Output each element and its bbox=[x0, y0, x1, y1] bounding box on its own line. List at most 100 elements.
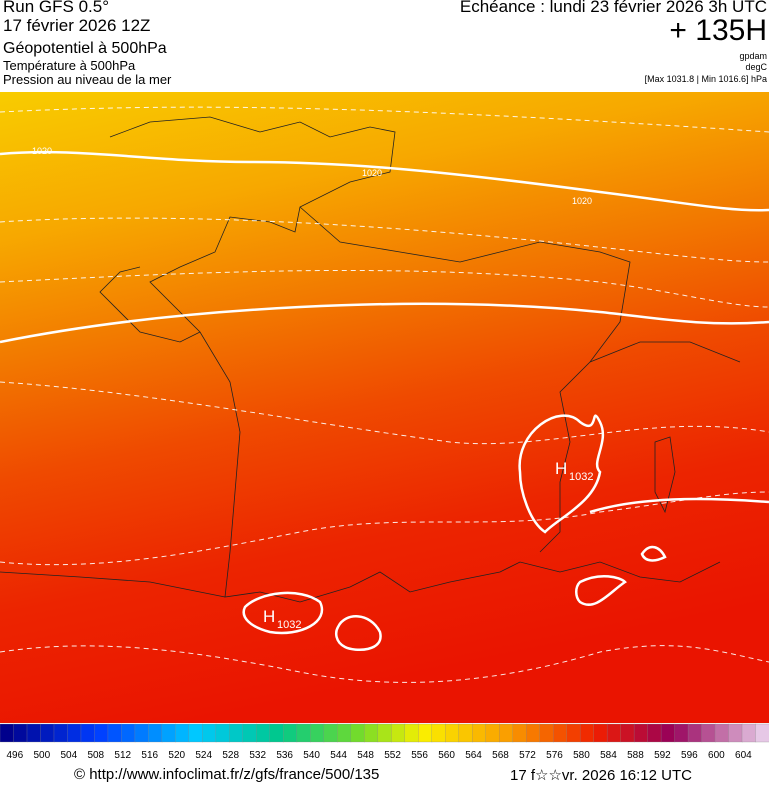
colorbar-swatch bbox=[107, 723, 123, 743]
colorbar-swatch bbox=[660, 723, 676, 743]
colorbar-swatch bbox=[148, 723, 163, 743]
colorbar-swatch bbox=[647, 723, 662, 743]
colorbar-swatch bbox=[485, 723, 500, 743]
colorbar-swatch bbox=[472, 723, 487, 743]
colorbar-swatch bbox=[741, 723, 757, 743]
colorbar-label: 544 bbox=[330, 750, 347, 761]
colorbar-label: 568 bbox=[492, 750, 509, 761]
colorbar-swatch bbox=[512, 723, 527, 743]
colorbar-label: 536 bbox=[276, 750, 293, 761]
field-subtitle: Pression au niveau de la mer bbox=[3, 72, 172, 87]
colorbar-swatch bbox=[687, 723, 703, 743]
colorbar-swatch bbox=[40, 723, 55, 743]
colorbar-label: 600 bbox=[708, 750, 725, 761]
colorbar-swatch bbox=[633, 723, 649, 743]
colorbar-label: 588 bbox=[627, 750, 644, 761]
colorbar: 496 500 504 508 512 516 520 524 528 532 536 540 544 5… bbox=[0, 723, 769, 761]
colorbar-swatch bbox=[606, 723, 622, 743]
colorbar-label: 572 bbox=[519, 750, 536, 761]
colorbar-label: 604 bbox=[735, 750, 752, 761]
colorbar-swatch bbox=[701, 723, 716, 743]
colorbar-label: 500 bbox=[33, 750, 50, 761]
colorbar-swatch bbox=[80, 723, 96, 743]
colorbar-swatch bbox=[337, 723, 352, 743]
colorbar-swatch bbox=[26, 723, 42, 743]
high-pressure-letter: H bbox=[555, 459, 567, 478]
colorbar-swatch bbox=[310, 723, 325, 743]
colorbar-swatch bbox=[445, 723, 460, 743]
colorbar-label: 532 bbox=[249, 750, 266, 761]
isobar-label: 1020 bbox=[32, 146, 52, 156]
colorbar-label: 508 bbox=[87, 750, 104, 761]
colorbar-swatch bbox=[566, 723, 581, 743]
colorbar-swatch bbox=[242, 723, 257, 743]
colorbar-label: 560 bbox=[438, 750, 455, 761]
colorbar-swatch bbox=[121, 723, 136, 743]
colorbar-swatch bbox=[229, 723, 244, 743]
isobars bbox=[0, 150, 769, 651]
colorbar-swatch bbox=[202, 723, 217, 743]
colorbar-label: 528 bbox=[222, 750, 239, 761]
temperature-contours bbox=[0, 106, 769, 683]
colorbar-label: 552 bbox=[384, 750, 401, 761]
colorbar-swatch bbox=[526, 723, 541, 743]
colorbar-swatch bbox=[94, 723, 109, 743]
colorbar-label: 516 bbox=[141, 750, 158, 761]
colorbar-swatch bbox=[552, 723, 568, 743]
high-pressure-value: 1032 bbox=[277, 619, 301, 631]
colorbar-label: 496 bbox=[6, 750, 23, 761]
colorbar-label: 576 bbox=[546, 750, 563, 761]
isobar-label: 1020 bbox=[362, 168, 382, 178]
high-pressure-value: 1032 bbox=[569, 471, 593, 483]
colorbar-swatch bbox=[323, 723, 338, 743]
colorbar-swatch bbox=[418, 723, 433, 743]
temperature-field bbox=[0, 92, 769, 723]
colorbar-swatch bbox=[755, 723, 769, 743]
colorbar-swatch bbox=[215, 723, 231, 743]
colorbar-label: 592 bbox=[654, 750, 671, 761]
colorbar-swatch bbox=[53, 723, 69, 743]
colorbar-swatch bbox=[458, 723, 473, 743]
forecast-time: Echéance : lundi 23 février 2026 3h UTC bbox=[459, 0, 767, 16]
colorbar-swatch bbox=[283, 723, 298, 743]
colorbar-swatch bbox=[256, 723, 271, 743]
colorbar-swatch bbox=[431, 723, 446, 743]
colorbar-swatch bbox=[364, 723, 379, 743]
colorbar-label: 512 bbox=[114, 750, 131, 761]
coastlines bbox=[0, 116, 741, 603]
colorbar-swatch bbox=[728, 723, 743, 743]
colorbar-swatch bbox=[377, 723, 392, 743]
colorbar-label: 504 bbox=[60, 750, 77, 761]
colorbar-swatch bbox=[579, 723, 595, 743]
high-pressure-letter: H bbox=[263, 607, 275, 626]
colorbar-swatch bbox=[0, 723, 15, 743]
colorbar-label: 524 bbox=[195, 750, 212, 761]
colorbar-swatch bbox=[67, 723, 82, 743]
timestamp: 17 f☆☆vr. 2026 16:12 UTC bbox=[510, 767, 692, 784]
colorbar-swatch bbox=[161, 723, 177, 743]
source-url: © http://www.infoclimat.fr/z/gfs/france/… bbox=[74, 766, 380, 783]
colorbar-label: 564 bbox=[465, 750, 482, 761]
field-subtitle: Température à 500hPa bbox=[3, 58, 136, 73]
run-date: 17 février 2026 12Z bbox=[3, 16, 151, 35]
colorbar-swatch bbox=[13, 723, 28, 743]
colorbar-swatch bbox=[134, 723, 150, 743]
field-title: Géopotentiel à 500hPa bbox=[3, 40, 167, 57]
unit-label: degC bbox=[745, 62, 767, 72]
colorbar-label: 520 bbox=[168, 750, 185, 761]
colorbar-label: 540 bbox=[303, 750, 320, 761]
colorbar-swatch bbox=[499, 723, 514, 743]
colorbar-swatch bbox=[350, 723, 365, 743]
colorbar-swatch bbox=[296, 723, 311, 743]
isobar-label: 1020 bbox=[572, 196, 592, 206]
colorbar-label: 556 bbox=[411, 750, 428, 761]
colorbar-swatch bbox=[539, 723, 554, 743]
colorbar-swatch bbox=[674, 723, 689, 743]
colorbar-swatch bbox=[188, 723, 204, 743]
colorbar-swatch bbox=[714, 723, 730, 743]
colorbar-swatch bbox=[391, 723, 406, 743]
colorbar-label: 548 bbox=[357, 750, 374, 761]
colorbar-swatch bbox=[404, 723, 419, 743]
